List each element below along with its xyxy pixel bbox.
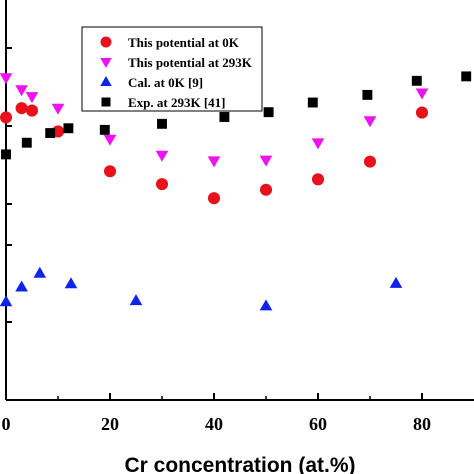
- data-point: [157, 118, 167, 129]
- data-point: [15, 280, 28, 292]
- legend-label: This potential at 293K: [128, 55, 253, 70]
- data-point: [0, 111, 13, 124]
- series-3: [1, 71, 472, 160]
- data-point: [311, 138, 325, 150]
- series-2: [0, 266, 403, 311]
- legend-label: Cal. at 0K [9]: [128, 75, 203, 90]
- legend-label: Exp. at 293K [41]: [128, 95, 226, 110]
- data-point: [51, 103, 65, 115]
- data-point: [15, 102, 28, 115]
- data-point: [155, 178, 169, 191]
- legend-marker: [100, 36, 112, 48]
- data-point: [415, 88, 429, 100]
- data-point: [25, 92, 39, 104]
- data-point: [129, 294, 143, 306]
- data-point: [33, 266, 47, 278]
- data-point: [311, 173, 325, 186]
- legend-box: [81, 26, 263, 112]
- legend-marker: [100, 76, 112, 86]
- data-point: [0, 295, 13, 307]
- data-point: [99, 124, 110, 135]
- data-point: [25, 104, 39, 117]
- data-point: [155, 150, 169, 162]
- data-point: [415, 106, 429, 119]
- data-point: [259, 183, 273, 196]
- legend-marker: [100, 58, 112, 68]
- data-point: [411, 75, 422, 86]
- data-point: [363, 155, 377, 168]
- data-point: [0, 73, 13, 85]
- data-point: [207, 192, 221, 205]
- data-point: [207, 156, 221, 168]
- data-point: [15, 85, 28, 97]
- data-point: [64, 277, 78, 289]
- data-point: [63, 123, 74, 134]
- data-point: [103, 134, 117, 146]
- legend-label: This potential at 0K: [128, 35, 240, 50]
- x-tick-label: 40: [205, 414, 223, 434]
- data-point: [103, 165, 117, 178]
- data-point: [259, 155, 273, 167]
- x-tick-label: 60: [309, 414, 327, 434]
- x-tick-label: 80: [413, 414, 431, 434]
- series-1: [0, 73, 429, 168]
- data-point: [363, 116, 377, 128]
- data-point: [263, 107, 274, 118]
- legend-marker: [101, 97, 111, 107]
- data-point: [259, 299, 273, 311]
- series-0: [0, 102, 429, 205]
- data-point: [389, 276, 403, 288]
- data-point: [21, 137, 32, 148]
- x-axis-title: Cr concentration (at.%): [124, 454, 355, 474]
- data-point: [219, 112, 230, 122]
- x-tick-label: 20: [101, 414, 119, 434]
- data-point: [461, 71, 472, 82]
- data-point: [307, 97, 318, 108]
- x-tick-label: 0: [2, 414, 11, 434]
- data-point: [362, 89, 373, 100]
- data-point: [1, 149, 11, 160]
- data-point: [45, 128, 56, 139]
